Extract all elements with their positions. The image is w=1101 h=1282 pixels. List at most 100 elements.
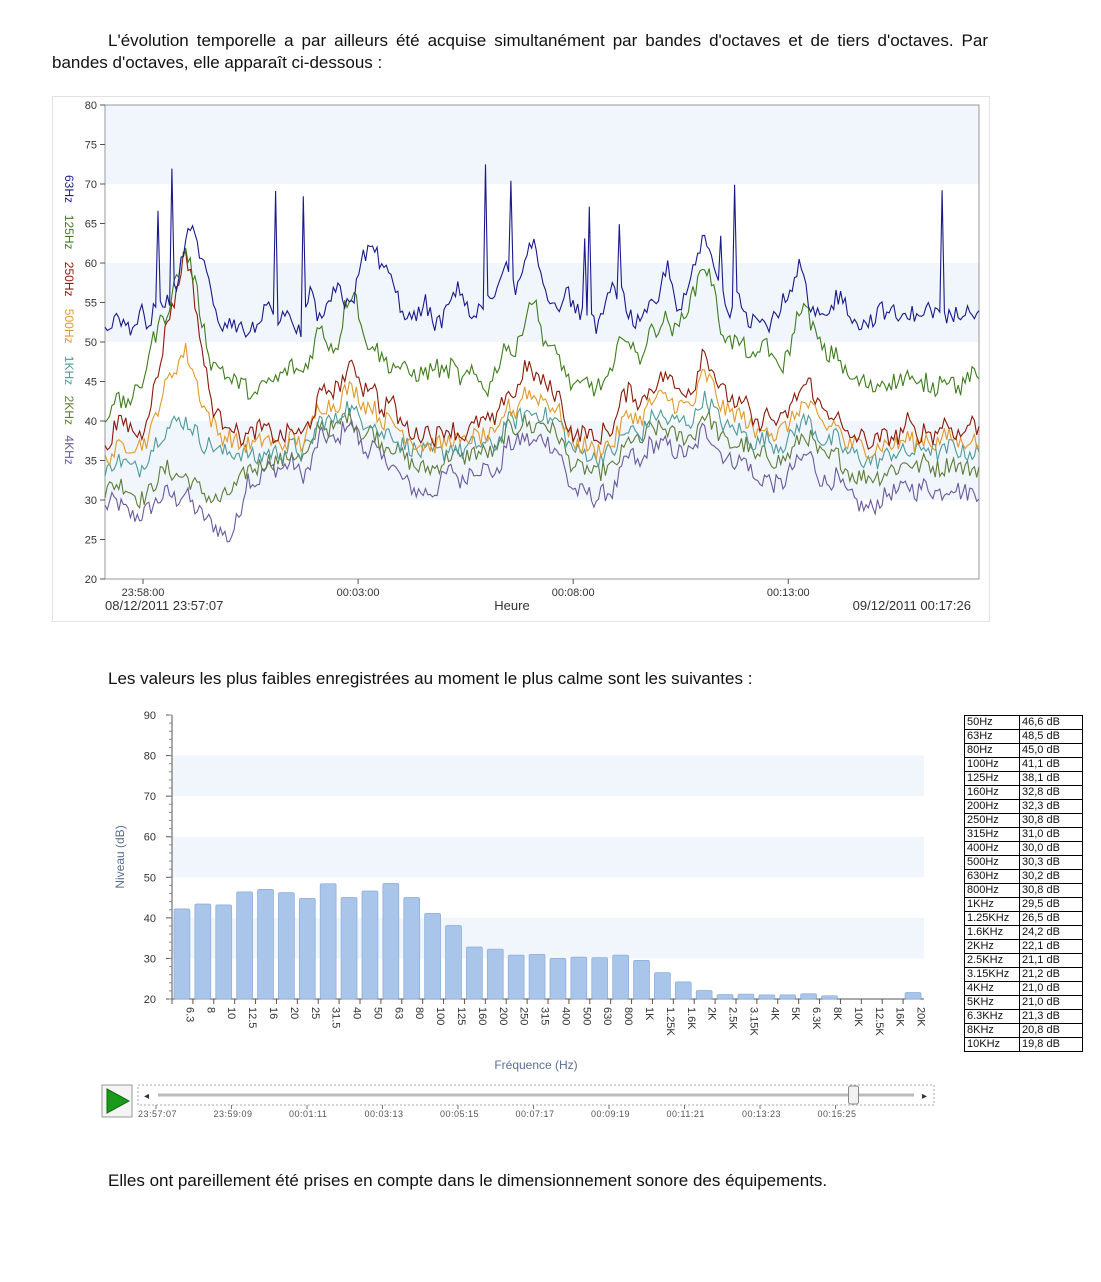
spectrum-chart: 20 30 40 50 60 70 80 90 Niveau (dB) 6.3 8 10 12.5 16 2…	[100, 705, 936, 1123]
series-line-2KHz	[104, 407, 980, 509]
level-cell: 30,8 dB	[1019, 813, 1083, 828]
table-row: 100Hz 41,1 dB	[964, 757, 1083, 772]
bar-50	[361, 890, 379, 1000]
octave-time-chart: 20 25 30 35 40 45 50 55 60 65 70 75 80 23:58:00 00:03:…	[52, 96, 990, 622]
bar-1K	[633, 960, 650, 1000]
timeline-label: 23:59:09	[214, 1109, 253, 1119]
table-row: 1.25KHz 26,5 dB	[964, 911, 1083, 926]
table-row: 315Hz 31,0 dB	[964, 827, 1083, 842]
arrow-left-icon: ◂	[144, 1091, 149, 1102]
table-row: 125Hz 38,1 dB	[964, 771, 1083, 786]
timeline-label: 00:11:21	[667, 1109, 705, 1119]
frequency-cell: 500Hz	[964, 855, 1020, 870]
series-line-250Hz	[104, 251, 980, 451]
level-cell: 41,1 dB	[1019, 757, 1083, 772]
x-tick-label: 10K	[852, 1007, 864, 1027]
frequency-cell: 250Hz	[964, 813, 1020, 828]
x-tick-label: 80	[413, 1007, 425, 1019]
bar-5K	[779, 994, 797, 1000]
level-cell: 29,5 dB	[1019, 897, 1083, 912]
frequency-level-table: 50Hz 46,6 dB 63Hz 48,5 dB 80Hz 45,0 dB 100Hz 41…	[964, 715, 1083, 1052]
table-row: 500Hz 30,3 dB	[964, 855, 1083, 870]
y-tick-label: 60	[144, 832, 156, 844]
table-row: 8KHz 20,8 dB	[964, 1023, 1083, 1038]
x-tick-label: 16	[267, 1007, 279, 1019]
level-cell: 22,1 dB	[1019, 939, 1083, 954]
legend-entry-125Hz: 125Hz	[62, 215, 76, 250]
bar-400	[549, 958, 567, 1000]
frequency-cell: 4KHz	[964, 981, 1020, 996]
frequency-cell: 1KHz	[964, 897, 1020, 912]
x-axis-title: Heure	[494, 598, 529, 613]
play-icon	[106, 1088, 131, 1114]
intro-paragraph: L'évolution temporelle a par ailleurs ét…	[52, 31, 988, 72]
spectrum-chart-svg: 20 30 40 50 60 70 80 90 Niveau (dB) 6.3 8 10 12.5 16 2…	[101, 710, 935, 1119]
bar-40	[340, 897, 358, 1000]
table-row: 1.6KHz 24,2 dB	[964, 925, 1083, 940]
bar-125	[445, 925, 462, 1000]
level-cell: 38,1 dB	[1019, 771, 1083, 786]
mid-paragraph: Les valeurs les plus faibles enregistrée…	[108, 669, 753, 688]
timeline-label: 00:09:19	[591, 1109, 630, 1119]
y-tick-label: 70	[85, 179, 97, 191]
x-tick-label: 160	[476, 1007, 488, 1025]
frequency-cell: 1.25KHz	[964, 911, 1020, 926]
level-cell: 46,6 dB	[1019, 715, 1083, 730]
level-cell: 31,0 dB	[1019, 827, 1083, 842]
level-cell: 19,8 dB	[1019, 1037, 1083, 1052]
x-tick-label: 00:13:00	[767, 587, 810, 599]
level-cell: 45,0 dB	[1019, 743, 1083, 758]
x-tick-label: 40	[351, 1007, 363, 1019]
frequency-cell: 50Hz	[964, 715, 1020, 730]
play-button[interactable]	[101, 1084, 133, 1118]
arrow-right-icon: ▸	[922, 1091, 927, 1102]
bar-100	[424, 912, 441, 1000]
x-tick-label: 3.15K	[747, 1007, 759, 1036]
x-tick-label: 00:08:00	[552, 587, 595, 599]
frequency-cell: 800Hz	[964, 883, 1020, 898]
x-tick-label: 50	[371, 1007, 383, 1019]
frequency-cell: 80Hz	[964, 743, 1020, 758]
bar-6.3K	[800, 993, 817, 1000]
table-row: 630Hz 30,2 dB	[964, 869, 1083, 884]
x-tick-label: 250	[518, 1007, 530, 1025]
series-line-125Hz	[104, 247, 980, 423]
x-tick-label: 31.5	[330, 1007, 342, 1028]
table-row: 2KHz 22,1 dB	[964, 939, 1083, 954]
bar-500	[570, 956, 588, 1000]
timeline-label: 00:13:23	[742, 1109, 781, 1119]
y-tick-label: 80	[85, 100, 97, 112]
final-paragraph: Elles ont pareillement été prises en com…	[108, 1171, 828, 1190]
legend: 63Hz 125Hz 250Hz 500Hz 1KHz 2KHz 4KHz	[62, 175, 76, 465]
series-line-1KHz	[104, 390, 980, 478]
x-tick-label: 125	[455, 1007, 467, 1025]
y-tick-label: 60	[85, 258, 97, 270]
level-cell: 21,1 dB	[1019, 953, 1083, 968]
series-line-500Hz	[104, 343, 980, 467]
frequency-cell: 3.15KHz	[964, 967, 1020, 982]
legend-entry-63Hz: 63Hz	[62, 175, 76, 203]
level-cell: 32,8 dB	[1019, 785, 1083, 800]
bar-250	[507, 954, 525, 1000]
bar-12.5	[236, 891, 253, 1000]
bar-6.3	[173, 908, 191, 1000]
frequency-cell: 100Hz	[964, 757, 1020, 772]
bar-25	[298, 897, 316, 1000]
x-tick-label: 8K	[831, 1007, 843, 1021]
table-row: 800Hz 30,8 dB	[964, 883, 1083, 898]
timeline-slider-thumb[interactable]	[848, 1085, 860, 1105]
bar-80	[403, 897, 421, 1000]
grid-band	[172, 836, 924, 878]
level-cell: 30,8 dB	[1019, 883, 1083, 898]
bar-3.15K	[737, 993, 755, 1000]
y-tick-label: 70	[144, 791, 156, 803]
frequency-cell: 400Hz	[964, 841, 1020, 856]
y-tick-label: 40	[85, 416, 97, 428]
bar-200	[486, 948, 504, 1000]
level-cell: 21,0 dB	[1019, 981, 1083, 996]
x-tick-label: 16K	[894, 1007, 906, 1027]
bar-31.5	[319, 883, 337, 1000]
table-row: 10KHz 19,8 dB	[964, 1037, 1083, 1052]
bar-2.5K	[716, 994, 734, 1000]
x-tick-label: 5K	[789, 1007, 801, 1021]
